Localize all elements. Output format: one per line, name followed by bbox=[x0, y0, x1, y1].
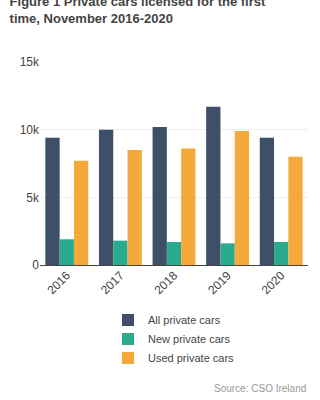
svg-text:All private cars: All private cars bbox=[148, 314, 221, 326]
svg-text:Source: CSO Ireland: Source: CSO Ireland bbox=[214, 383, 306, 394]
svg-text:2018: 2018 bbox=[152, 268, 181, 297]
svg-text:2017: 2017 bbox=[98, 268, 127, 297]
svg-text:2020: 2020 bbox=[259, 268, 288, 297]
svg-text:0: 0 bbox=[32, 258, 39, 272]
svg-text:10k: 10k bbox=[20, 123, 40, 137]
svg-text:2016: 2016 bbox=[44, 268, 73, 297]
svg-text:Figure 1 Private cars licensed: Figure 1 Private cars licensed for the f… bbox=[10, 0, 266, 26]
svg-text:New private cars: New private cars bbox=[148, 333, 230, 345]
svg-text:5k: 5k bbox=[26, 191, 40, 205]
svg-text:15k: 15k bbox=[20, 55, 40, 69]
svg-text:2019: 2019 bbox=[205, 268, 234, 297]
svg-text:Used private cars: Used private cars bbox=[148, 352, 234, 364]
